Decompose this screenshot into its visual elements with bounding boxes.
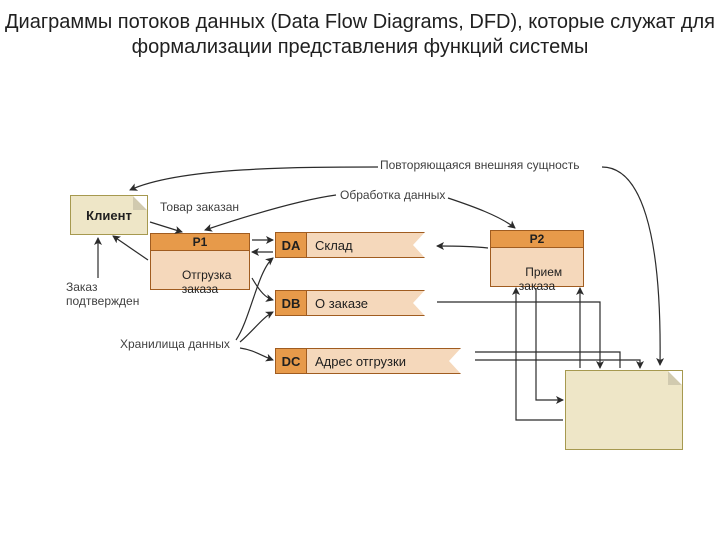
process-p1-header: P1 [150,233,250,251]
a-stores-to-db [240,312,273,342]
datastore-dc-notch [449,348,461,374]
a-proc-to-p2header [448,198,515,228]
process-p2-header: P2 [490,230,584,248]
a-dc-to-blank-in [475,360,640,368]
datastore-db-label: О заказе [315,296,368,311]
process-p1-body: Отгрузка заказа [150,250,250,290]
entity-client: Клиент [70,195,148,235]
process-p2-code: P2 [530,232,545,246]
datastore-da-code-text: DA [282,238,301,253]
datastore-dc-code: DC [275,348,307,374]
process-p2-body: Прием заказа [490,247,584,287]
datastore-da-notch [413,232,425,258]
a-repeat-to-client [130,167,378,190]
a-p1-to-client [113,236,148,260]
entity-client-label: Клиент [86,208,132,223]
datastore-da-label: Склад [315,238,353,253]
datastore-dc-label: Адрес отгрузки [315,354,406,369]
datastore-db-code-text: DB [282,296,301,311]
datastore-db-body: О заказе [306,290,425,316]
process-p2-label: Прием заказа [519,265,562,293]
datastore-db-notch [413,290,425,316]
annotation-stores: Хранилища данных [120,337,230,351]
a-p1-to-db [252,278,273,300]
process-p1-label: Отгрузка заказа [182,268,232,296]
a-repeat-to-blank [602,167,660,365]
a-db-to-blank [437,302,600,368]
datastore-dc-code-text: DC [282,354,301,369]
annotation-repeat-entity: Повторяющаяся внешняя сущность [380,158,580,172]
a-stores-to-dc [240,348,273,360]
a-client-to-p1 [150,222,182,232]
a-p2-to-da [437,246,488,248]
datastore-dc-body: Адрес отгрузки [306,348,461,374]
annotation-ordered: Товар заказан [160,200,239,214]
entity-blank [565,370,683,450]
a-p2-from-blank [516,288,563,420]
datastore-da-body: Склад [306,232,425,258]
datastore-da-code: DA [275,232,307,258]
a-blank-to-dc-out [475,352,620,368]
arrows-layer [0,0,720,540]
annotation-confirmed: Заказ подтвержден [66,280,139,309]
annotation-processing: Обработка данных [340,188,445,202]
process-p1-code: P1 [193,235,208,249]
datastore-db-code: DB [275,290,307,316]
diagram-stage: Клиент P1 Отгрузка заказа P2 Прием заказ… [0,0,720,540]
